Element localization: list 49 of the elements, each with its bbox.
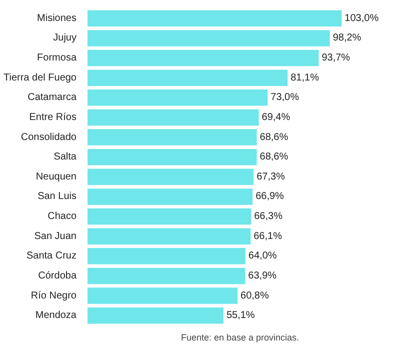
data-label: 63,9%: [248, 270, 277, 282]
bar: [88, 208, 252, 225]
y-tick-label: Tierra del Fuego: [4, 72, 77, 84]
data-label: 98,2%: [332, 32, 362, 44]
y-tick-label: Formosa: [37, 52, 77, 64]
bar: [88, 248, 246, 264]
data-label: 66,1%: [254, 230, 282, 242]
data-label: 55,1%: [226, 310, 255, 322]
bar: [88, 168, 254, 186]
y-tick-label: Consolidado: [20, 132, 77, 143]
data-label: 64,0%: [248, 250, 277, 262]
y-tick-label: Salta: [54, 152, 77, 163]
y-tick-label: Chaco: [48, 211, 77, 222]
y-tick-label: San Juan: [34, 230, 77, 242]
bar: [88, 50, 319, 66]
bar: [88, 10, 342, 27]
y-tick-label: Santa Cruz: [26, 250, 77, 262]
data-label: 81,1%: [290, 72, 320, 84]
data-label: 68,6%: [260, 132, 288, 143]
bar: [88, 307, 224, 324]
source-note: Fuente: en base a provincias.: [180, 332, 300, 342]
y-tick-label: Misiones: [37, 12, 77, 24]
bar: [88, 90, 268, 106]
data-label: 60,8%: [240, 290, 269, 302]
y-tick-label: Entre Ríos: [29, 112, 77, 123]
bar: [88, 70, 288, 86]
y-tick-label: Catamarca: [28, 92, 77, 104]
bar: [88, 109, 259, 126]
y-tick-label: Río Negro: [30, 290, 77, 302]
bar: [88, 30, 330, 46]
bar: [88, 268, 246, 284]
data-label: 73,0%: [270, 92, 300, 104]
data-label: 69,4%: [262, 112, 290, 123]
y-tick-label: Mendoza: [35, 310, 77, 322]
y-tick-label: Córdoba: [38, 270, 77, 282]
data-label: 67,3%: [256, 171, 286, 182]
data-label: 68,6%: [260, 152, 288, 163]
bar: [88, 188, 253, 205]
bar: [88, 129, 257, 146]
data-label: 66,3%: [254, 211, 283, 222]
data-label: 93,7%: [322, 52, 350, 64]
data-label: 66,9%: [256, 191, 284, 202]
bar: [88, 148, 257, 166]
y-tick-label: San Luis: [38, 191, 77, 202]
data-label: 103,0%: [344, 12, 379, 24]
y-tick-label: Neuquen: [36, 171, 77, 182]
bar: [88, 228, 251, 244]
bar: [88, 288, 238, 304]
y-tick-label: Jujuy: [53, 32, 77, 44]
